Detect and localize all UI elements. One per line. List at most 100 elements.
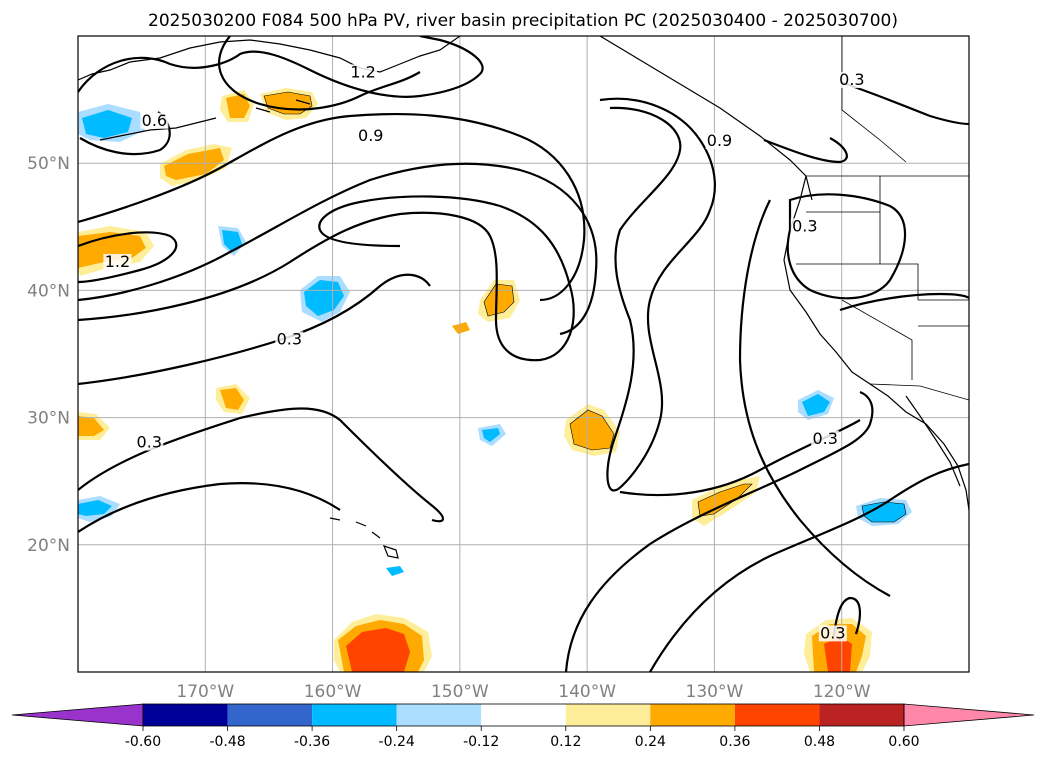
colorbar-segment	[396, 704, 482, 726]
colorbar-extend-high	[903, 703, 1035, 727]
coastlines	[78, 36, 969, 559]
mexico-us-border	[869, 383, 969, 401]
us-west-coast	[783, 175, 969, 511]
map-grid	[78, 36, 969, 672]
pv-contours	[78, 36, 969, 672]
contour-label-text: 0.3	[137, 433, 162, 452]
pv-contour	[738, 199, 891, 597]
contour-label: 0.3	[135, 433, 164, 452]
colorbar-tick-label: -0.60	[125, 734, 161, 750]
lat-tick-label: 20°N	[27, 536, 70, 556]
positive-precip-blob	[452, 322, 470, 334]
precipitation-shading	[78, 88, 912, 672]
lon-tick-label: 140°W	[558, 682, 616, 702]
pv-contour	[78, 407, 445, 523]
positive-precip-blob	[570, 410, 614, 450]
contour-label: 1.2	[103, 252, 132, 271]
pv-contour	[839, 292, 969, 312]
negative-precip-blob	[78, 500, 112, 516]
positive-precip-blob	[824, 636, 852, 672]
positive-precip-blob	[226, 94, 250, 118]
negative-precip-blob	[802, 394, 830, 416]
lon-tick-label: 150°W	[431, 682, 489, 702]
colorbar-segment	[734, 704, 820, 726]
lat-tick-label: 30°N	[27, 409, 70, 429]
latitude-labels: 20°N 30°N 40°N 50°N	[27, 154, 70, 556]
colorbar-tick-label: 0.12	[550, 734, 581, 750]
positive-precip-blob	[698, 484, 752, 516]
colorbar-segment	[819, 704, 904, 726]
negative-precip-blob	[862, 502, 906, 522]
map-frame	[77, 35, 970, 673]
colorbar-segment	[227, 704, 313, 726]
alaska-panhandle-coast	[599, 36, 813, 201]
positive-precip-blob	[220, 388, 244, 410]
colorbar-segment	[481, 704, 566, 726]
positive-precip-blob	[78, 416, 104, 436]
lat-tick-label: 50°N	[27, 154, 70, 174]
colorbar-tick-label: 0.36	[719, 734, 750, 750]
pv-contour	[78, 112, 586, 302]
pv-contour	[78, 273, 431, 386]
pv-contour	[832, 596, 862, 637]
contour-label-text: 0.3	[839, 70, 864, 89]
contour-label: 0.9	[356, 126, 385, 145]
colorbar-tick-label: 0.48	[804, 734, 835, 750]
pv-contour	[763, 137, 848, 164]
colorbar-tick-label: -0.12	[463, 734, 499, 750]
positive-precip-blob	[484, 284, 514, 316]
pv-contour	[78, 195, 575, 362]
lon-tick-label: 170°W	[176, 682, 234, 702]
pv-contour	[564, 390, 874, 672]
lon-tick-label: 130°W	[686, 682, 744, 702]
pv-contour	[78, 36, 484, 98]
contour-label: 0.6	[140, 111, 169, 130]
colorbar-tick-label: 0.60	[888, 734, 919, 750]
contour-label-text: 0.3	[792, 216, 817, 235]
pv-contour	[786, 193, 907, 300]
lat-tick-label: 40°N	[27, 281, 70, 301]
negative-precip-blob	[482, 428, 500, 442]
contour-label-text: 1.2	[350, 62, 375, 81]
contour-label-text: 0.9	[707, 131, 732, 150]
contour-label: 0.3	[818, 623, 847, 642]
hawaii-islands	[329, 517, 399, 559]
colorbar-tick-label: -0.36	[294, 734, 330, 750]
colorbar-tick-label: -0.24	[379, 734, 415, 750]
pv-contour	[78, 231, 178, 284]
contour-label: 0.9	[705, 131, 734, 150]
colorbar-tick-label: 0.24	[635, 734, 666, 750]
blob-outlines	[263, 91, 907, 523]
pv-contour	[649, 462, 969, 672]
colorbar-extend-low	[11, 703, 144, 727]
colorbar-segment	[565, 704, 651, 726]
contour-label: 1.2	[349, 62, 378, 81]
contour-label-text: 0.3	[820, 623, 845, 642]
pv-contour	[78, 162, 598, 336]
negative-precip-blob	[222, 230, 242, 252]
baja-coast	[905, 395, 961, 487]
longitude-labels: 170°W 160°W 150°W 140°W 130°W 120°W	[176, 682, 870, 702]
negative-precip-blob	[386, 566, 404, 576]
pv-contour	[839, 80, 969, 126]
negative-precip-blob	[304, 280, 344, 316]
contour-label: 0.3	[811, 429, 840, 448]
positive-precip-blob	[346, 628, 410, 672]
lon-tick-label: 120°W	[813, 682, 871, 702]
contour-label-text: 0.6	[142, 111, 167, 130]
colorbar-segment	[143, 704, 228, 726]
us-state-borders	[796, 176, 969, 380]
contour-label: 0.3	[837, 70, 866, 89]
map-area: 0.6 1.2 0.9 1.2 0.3 0.3 0.9 0.3 0.3 0.3 0.3	[78, 36, 969, 672]
contour-label-text: 1.2	[105, 252, 130, 271]
pv-contour	[599, 97, 716, 492]
colorbar-segment	[312, 704, 397, 726]
contour-label: 0.3	[790, 216, 819, 235]
negative-precip-blob	[82, 110, 132, 138]
contour-label-text: 0.3	[812, 429, 837, 448]
pv-contour	[78, 482, 341, 533]
positive-precip-blob	[164, 148, 224, 180]
aleutian-islands	[99, 99, 311, 141]
contour-label-text: 0.3	[277, 330, 302, 349]
